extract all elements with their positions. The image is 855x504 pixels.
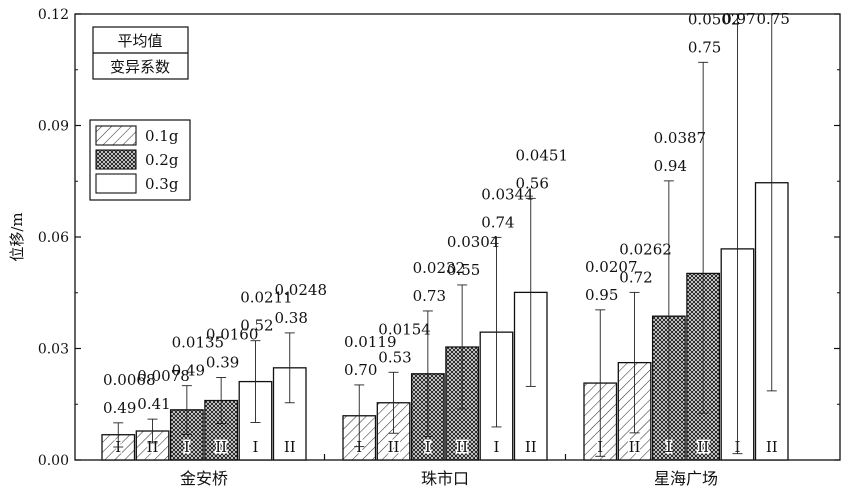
bar-site-label: I bbox=[425, 438, 431, 456]
mean-label: 0.0451 bbox=[516, 146, 569, 164]
bar-site-label: II bbox=[388, 438, 400, 456]
legend-label: 0.1g bbox=[145, 127, 179, 145]
bar-site-label: II bbox=[215, 438, 227, 456]
legend-swatch-0.1g bbox=[95, 125, 137, 146]
cv-label: 0.74 bbox=[481, 213, 514, 231]
cv-label: 0.70 bbox=[344, 361, 377, 379]
cv-label: 0.97 bbox=[722, 10, 755, 28]
legend-label: 0.2g bbox=[145, 151, 179, 169]
bar-site-label: II bbox=[284, 438, 296, 456]
category-label: 珠市口 bbox=[421, 469, 469, 488]
bar-site-label: II bbox=[766, 438, 778, 456]
cv-label: 0.94 bbox=[654, 157, 687, 175]
y-axis-label: 位移/m bbox=[8, 212, 26, 261]
bars-layer: I0.00680.49II0.00780.41I0.01350.49II0.01… bbox=[101, 10, 790, 461]
mean-label: 0.0068 bbox=[103, 371, 156, 389]
stats-box-mean-label: 平均值 bbox=[117, 32, 162, 50]
mean-label: 0.0344 bbox=[481, 185, 534, 203]
mean-label: 0.0387 bbox=[654, 129, 707, 147]
mean-label: 0.0502 bbox=[688, 10, 741, 28]
bar-site-label: II bbox=[629, 438, 641, 456]
mean-label: 0.0232 bbox=[413, 259, 466, 277]
bar-site-label: II bbox=[697, 438, 709, 456]
cv-label: 0.38 bbox=[275, 309, 308, 327]
cv-label: 0.55 bbox=[447, 261, 480, 279]
legend-swatch-0.2g bbox=[95, 149, 137, 170]
y-tick-label: 0.00 bbox=[38, 453, 69, 469]
cv-label: 0.73 bbox=[413, 287, 446, 305]
legend: 0.1g 0.2g 0.3g bbox=[89, 119, 191, 201]
bar-site-label: II bbox=[525, 438, 537, 456]
cv-label: 0.53 bbox=[378, 348, 411, 366]
x-axis: 金安桥 珠市口 星海广场 bbox=[180, 454, 718, 488]
legend-label: 0.3g bbox=[145, 175, 179, 193]
cv-label: 0.75 bbox=[757, 10, 790, 28]
cv-label: 0.49 bbox=[103, 399, 136, 417]
cv-label: 0.72 bbox=[619, 268, 652, 286]
mean-label: 0.0154 bbox=[378, 320, 431, 338]
y-tick-label: 0.09 bbox=[38, 119, 69, 135]
cv-label: 0.39 bbox=[206, 353, 239, 371]
cv-label: 0.49 bbox=[172, 362, 205, 380]
mean-label: 0.0207 bbox=[585, 258, 638, 276]
mean-label: 0.0248 bbox=[275, 281, 328, 299]
cv-label: 0.41 bbox=[137, 395, 170, 413]
mean-label: 0.0304 bbox=[447, 233, 500, 251]
cv-label: 0.56 bbox=[516, 174, 549, 192]
mean-label: 0.0119 bbox=[344, 333, 397, 351]
mean-label: 0.0262 bbox=[619, 240, 672, 258]
category-label: 星海广场 bbox=[654, 469, 718, 488]
stats-box-cv-label: 变异系数 bbox=[110, 58, 170, 76]
cv-label: 0.95 bbox=[585, 286, 618, 304]
mean-label: 0.0211 bbox=[240, 289, 293, 307]
cv-label: 0.52 bbox=[240, 317, 273, 335]
cv-label: 0.75 bbox=[688, 38, 721, 56]
bar-site-label: I bbox=[252, 438, 258, 456]
y-tick-label: 0.03 bbox=[38, 342, 69, 358]
y-tick-label: 0.12 bbox=[38, 7, 69, 23]
bar-site-label: II bbox=[147, 438, 159, 456]
mean-label: 0.0160 bbox=[206, 325, 259, 343]
bar-site-label: I bbox=[493, 438, 499, 456]
mean-label: 0.0135 bbox=[172, 334, 225, 352]
y-tick-label: 0.06 bbox=[38, 230, 69, 246]
category-label: 金安桥 bbox=[180, 469, 228, 488]
bar-site-label: II bbox=[456, 438, 468, 456]
mean-label: 0.0078 bbox=[137, 367, 190, 385]
bar-site-label: I bbox=[184, 438, 190, 456]
stats-legend-box: 平均值 变异系数 bbox=[92, 26, 189, 80]
y-axis: 位移/m 0.00 0.03 0.06 0.09 0.12 bbox=[8, 7, 840, 469]
legend-swatch-0.3g bbox=[95, 173, 137, 194]
